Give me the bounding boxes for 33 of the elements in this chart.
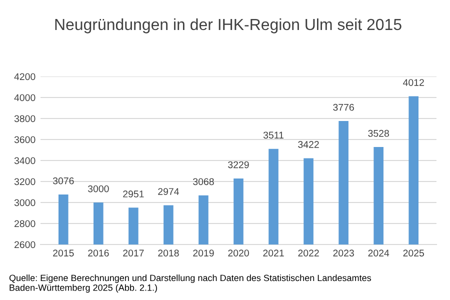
data-label: 3229 [228,161,249,168]
y-tick-label: 3800 [14,115,36,122]
y-tick-label: 3400 [14,157,36,164]
y-tick-label: 3000 [14,199,36,206]
data-label: 3528 [368,130,389,137]
x-tick-label: 2017 [123,250,144,256]
chart-title: Neugründungen in der IHK-Region Ulm seit 2015 [55,18,402,34]
data-label: 3068 [193,178,214,186]
x-tick-label: 2023 [333,250,354,256]
x-tick-label: 2020 [228,250,249,256]
data-label: 3511 [263,132,284,139]
data-label: 3076 [52,177,74,184]
y-tick-label: 3200 [14,178,36,186]
data-label: 3422 [298,141,319,148]
x-tick-label: 2019 [193,250,214,256]
data-label: 3000 [88,185,109,192]
y-tick-label: 3600 [14,136,36,144]
x-tick-label: 2021 [263,250,284,256]
y-tick-label: 4000 [14,94,36,102]
x-tick-label: 2024 [368,250,390,256]
data-label: 2951 [123,190,144,198]
x-tick-label: 2025 [403,250,424,256]
data-label: 2974 [158,188,179,195]
x-tick-label: 2022 [298,250,319,256]
data-label: 4012 [403,79,424,86]
x-tick-label: 2016 [88,250,109,256]
data-label: 3776 [333,104,354,111]
x-tick-label: 2018 [158,250,179,256]
x-tick-label: 2015 [53,250,74,256]
y-tick-label: 2800 [14,220,36,228]
y-tick-label: 4200 [14,73,36,80]
y-tick-label: 2600 [14,241,36,248]
source-note: Quelle: Eigene Berechnungen und Darstellung nach Daten des Statistischen Landesamtes Baden-Württemberg 2025 (Abb. 2.1.) [9,274,372,293]
